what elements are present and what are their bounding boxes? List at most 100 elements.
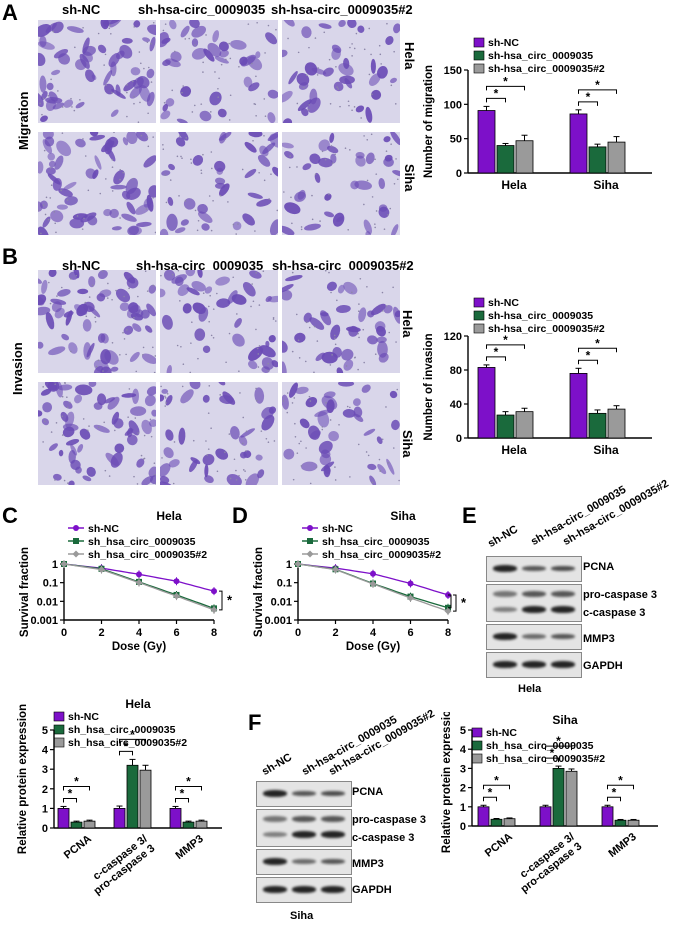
data-point-3-5 <box>444 607 452 615</box>
membrane-pore <box>321 150 324 153</box>
stained-cell <box>309 153 321 165</box>
membrane-pore <box>128 287 130 290</box>
stained-cell <box>377 340 388 358</box>
stained-cell <box>100 20 109 30</box>
stained-cell <box>217 382 226 386</box>
legend-label-3: sh_hsa_circ_0009035#2 <box>68 737 187 749</box>
membrane-pore <box>64 382 66 384</box>
panel-f-band <box>321 791 345 796</box>
stained-cell <box>296 72 310 86</box>
stained-cell <box>247 192 263 199</box>
membrane-pore <box>173 441 176 443</box>
stained-cell <box>245 473 260 485</box>
panel-letter-f: F <box>248 710 262 735</box>
stained-cell <box>365 152 375 165</box>
membrane-pore <box>154 231 156 234</box>
x-tick-label: MMP3 <box>606 831 638 860</box>
membrane-pore <box>374 223 376 225</box>
membrane-pore <box>74 46 76 49</box>
membrane-pore <box>300 228 303 231</box>
stained-cell <box>232 333 245 347</box>
membrane-pore <box>264 52 266 54</box>
stained-cell <box>282 49 288 58</box>
legend-swatch-2 <box>53 724 65 735</box>
membrane-pore <box>57 90 59 92</box>
membrane-pore <box>82 418 85 420</box>
x-tick-label: PCNA <box>62 833 94 862</box>
legend-marker-3 <box>72 550 80 558</box>
stained-cell <box>174 227 186 234</box>
membrane-pore <box>140 62 142 65</box>
data-point-3-4 <box>173 592 180 600</box>
stained-cell <box>58 384 73 391</box>
x-tick-label: Hela <box>501 443 527 457</box>
stained-cell <box>88 276 96 288</box>
membrane-pore <box>349 149 351 151</box>
stained-cell <box>68 480 75 485</box>
stained-cell <box>113 418 124 429</box>
migration-bar-chart: sh-NCsh-hsa_circ_0009035sh-hsa_circ_0009… <box>423 37 652 192</box>
membrane-pore <box>142 353 144 356</box>
significance-star: * <box>595 78 600 92</box>
stained-cell <box>126 277 139 289</box>
membrane-pore <box>169 179 172 181</box>
stained-cell <box>160 463 171 477</box>
membrane-pore <box>171 273 174 276</box>
stained-cell <box>352 398 361 407</box>
stained-cell <box>249 270 262 279</box>
stained-cell <box>130 67 141 76</box>
membrane-pore <box>60 189 62 192</box>
membrane-pore <box>71 106 73 108</box>
stained-cell <box>244 168 257 179</box>
stained-cell <box>45 22 57 33</box>
significance-bracket <box>578 89 617 94</box>
stained-cell <box>146 386 156 396</box>
stained-cell <box>294 191 307 202</box>
stained-cell <box>267 112 276 123</box>
membrane-pore <box>297 51 300 54</box>
legend-swatch-1 <box>471 727 483 738</box>
data-point-1-4 <box>173 578 180 585</box>
panel-a-micrograph-r1-c1 <box>38 20 156 123</box>
stained-cell <box>216 167 224 175</box>
membrane-pore <box>258 171 260 174</box>
stained-cell <box>337 382 355 387</box>
membrane-pore <box>45 196 48 199</box>
membrane-pore <box>146 290 149 292</box>
membrane-pore <box>346 405 349 408</box>
stained-cell <box>88 382 97 387</box>
data-point-3-3 <box>135 579 143 587</box>
membrane-pore <box>191 321 193 324</box>
stained-cell <box>282 118 293 123</box>
chart-title: Siha <box>390 509 416 523</box>
stained-cell <box>151 409 156 417</box>
stained-cell <box>80 212 97 223</box>
membrane-pore <box>329 419 332 421</box>
membrane-pore <box>335 65 337 68</box>
legend-label-1: sh-NC <box>322 523 353 535</box>
significance-star: * <box>68 786 73 800</box>
membrane-pore <box>216 470 219 473</box>
membrane-pore <box>149 418 152 421</box>
stained-cell <box>126 201 136 215</box>
stained-cell <box>82 319 92 332</box>
stained-cell <box>365 231 372 235</box>
membrane-pore <box>251 62 253 65</box>
panel-b-micrograph-r1-c1 <box>38 270 156 373</box>
membrane-pore <box>338 424 340 426</box>
stained-cell <box>282 284 294 293</box>
membrane-pore <box>264 115 267 117</box>
membrane-pore <box>97 426 100 429</box>
membrane-pore <box>42 97 45 100</box>
membrane-pore <box>165 201 168 204</box>
membrane-pore <box>390 84 393 87</box>
stained-cell <box>244 141 257 153</box>
stained-cell <box>64 196 78 206</box>
membrane-pore <box>351 55 353 57</box>
membrane-pore <box>140 134 143 137</box>
stained-cell <box>160 288 166 298</box>
stained-cell <box>121 393 137 398</box>
membrane-pore <box>229 94 232 97</box>
stained-cell <box>121 213 137 222</box>
significance-star: * <box>124 739 129 753</box>
